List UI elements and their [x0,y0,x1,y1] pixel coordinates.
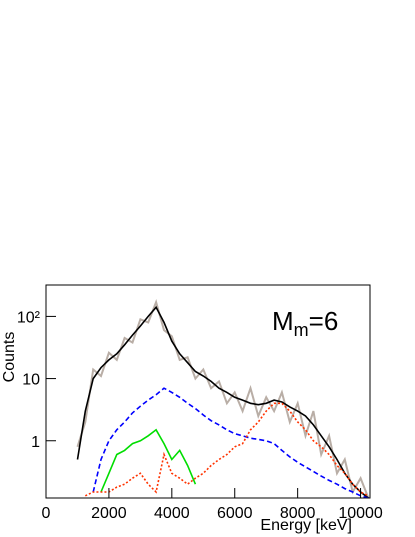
x-tick-label: 4000 [154,505,190,522]
x-tick-label: 10000 [338,505,383,522]
x-tick-label: 0 [42,505,51,522]
y-tick-label: 1 [31,434,40,451]
series-line [92,387,369,498]
plot-area [76,298,370,498]
annotation-main: M [272,306,294,336]
x-axis-label: Energy [keV] [260,517,352,534]
annotation-rest: =6 [309,306,339,336]
series-line [100,428,197,493]
x-tick-label: 6000 [217,505,253,522]
series-line [84,402,369,497]
series-line [76,298,370,498]
annotation-sub: m [294,320,309,340]
y-axis-label: Counts [1,332,18,383]
series-line [76,305,369,498]
x-tick-label: 2000 [91,505,127,522]
x-tick-label: 8000 [280,505,316,522]
frame [45,284,371,499]
y-tick-label: 10² [17,309,41,326]
y-tick-label: 10 [22,372,40,389]
annotation: Mm=6 [272,306,338,340]
